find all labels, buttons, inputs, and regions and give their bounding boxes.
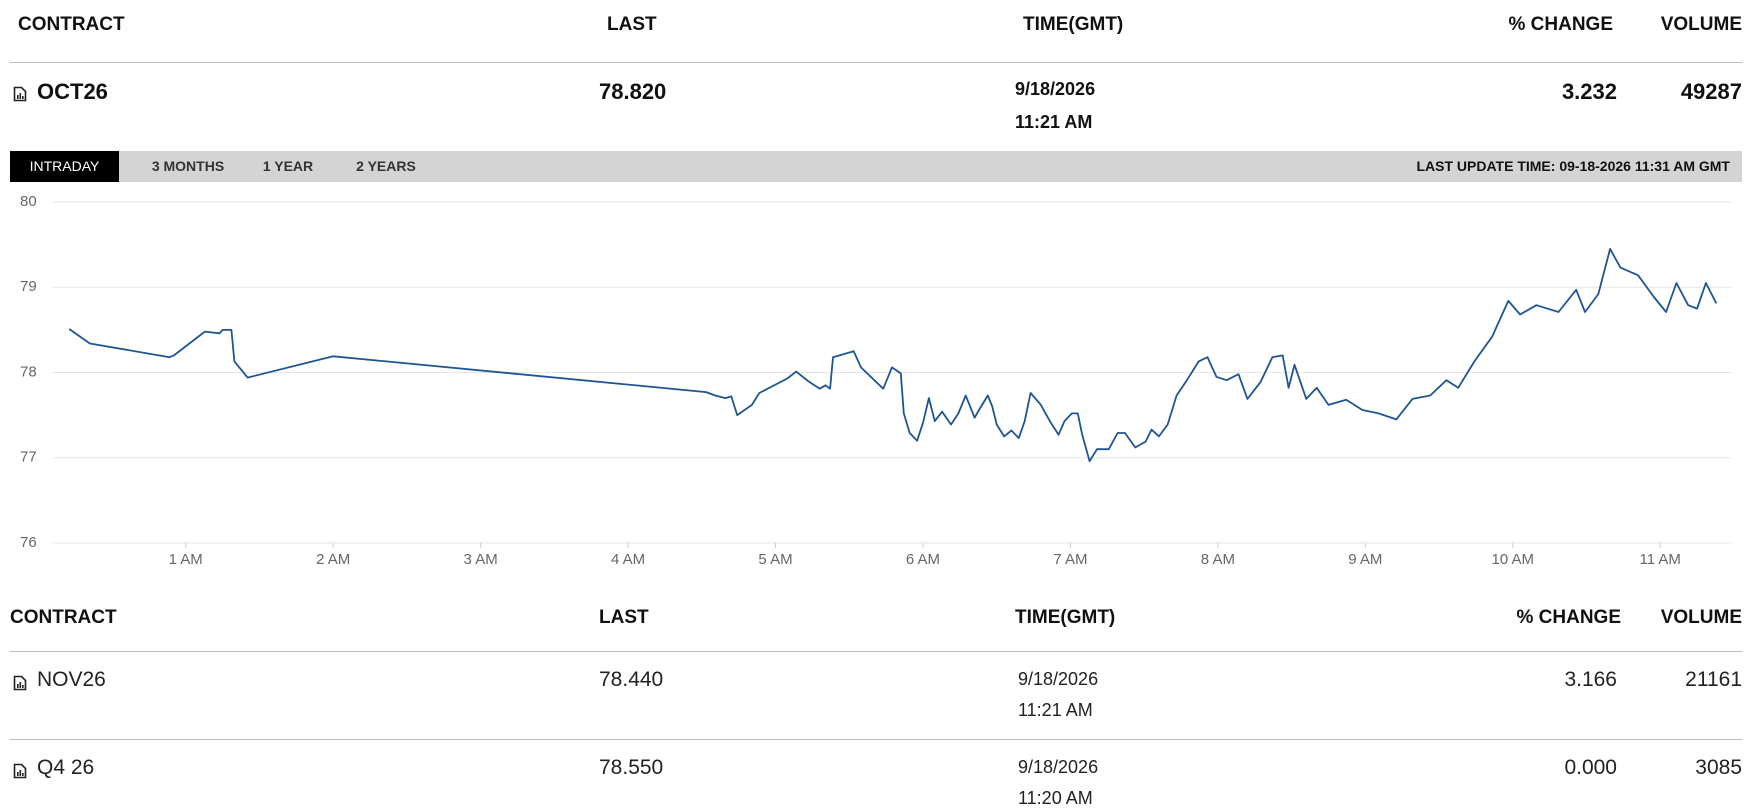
column-header: CONTRACT (10, 607, 117, 628)
column-header: VOLUME (1660, 607, 1742, 628)
x-tick-label: 7 AM (1053, 551, 1087, 568)
last: 78.820 (599, 79, 667, 104)
y-tick-label: 78 (20, 363, 37, 380)
change: 0.000 (1564, 756, 1617, 779)
contract[interactable]: Q4 26 (37, 756, 95, 779)
tab-bar: LAST UPDATE TIME: 09-18-2026 11:31 AM GM… (10, 151, 1742, 182)
volume: 21161 (1685, 668, 1742, 691)
date: 9/18/2026 (1015, 79, 1096, 99)
divider (10, 651, 1742, 652)
x-tick-label: 4 AM (611, 551, 645, 568)
volume: 3085 (1695, 756, 1742, 779)
last-update: LAST UPDATE TIME: 09-18-2026 11:31 AM GM… (1416, 158, 1730, 174)
chart-icon[interactable] (13, 86, 27, 102)
contract[interactable]: OCT26 (37, 79, 108, 104)
column-header: CONTRACT (18, 14, 125, 35)
column-header: % CHANGE (1508, 14, 1613, 35)
price-line (68, 248, 1718, 463)
tab[interactable]: INTRADAY (10, 151, 119, 182)
x-tick-label: 8 AM (1201, 551, 1235, 568)
column-header: % CHANGE (1516, 607, 1621, 628)
divider (10, 739, 1742, 740)
column-header: LAST (607, 14, 657, 35)
time: 11:21 AM (1015, 112, 1093, 132)
change: 3.232 (1561, 79, 1617, 104)
y-tick-label: 80 (20, 193, 37, 210)
chart-icon[interactable] (13, 763, 27, 779)
tab[interactable]: 2 YEARS (356, 158, 416, 174)
column-header: TIME(GMT) (1023, 14, 1124, 35)
time: 11:20 AM (1018, 788, 1093, 808)
contract[interactable]: NOV26 (37, 668, 106, 691)
x-tick-label: 5 AM (758, 551, 792, 568)
chart-icon[interactable] (13, 675, 27, 691)
x-tick-label: 6 AM (906, 551, 940, 568)
time: 11:21 AM (1018, 700, 1093, 720)
x-tick-label: 9 AM (1348, 551, 1382, 568)
y-tick-label: 76 (20, 534, 37, 551)
change: 3.166 (1564, 668, 1617, 691)
x-tick-label: 10 AM (1492, 551, 1535, 568)
date: 9/18/2026 (1018, 757, 1099, 777)
x-tick-label: 3 AM (464, 551, 498, 568)
last: 78.550 (599, 756, 664, 779)
chart: 76 77 78 79 80 1 AM 2 AM 3 AM 4 AM 5 AM 6 AM 7 AM 8 … (20, 193, 1731, 568)
date: 9/18/2026 (1018, 669, 1099, 689)
x-tick-label: 2 AM (316, 551, 350, 568)
tab[interactable]: 3 MONTHS (151, 158, 225, 174)
y-tick-label: 79 (20, 278, 37, 295)
last: 78.440 (599, 668, 664, 691)
y-tick-label: 77 (20, 449, 37, 466)
column-header: TIME(GMT) (1015, 607, 1116, 628)
column-header: LAST (599, 607, 649, 628)
divider (10, 62, 1742, 63)
column-header: VOLUME (1660, 14, 1742, 35)
tab[interactable]: 1 YEAR (262, 158, 314, 174)
x-tick-label: 11 AM (1640, 551, 1681, 568)
volume: 49287 (1680, 79, 1742, 104)
x-tick-label: 1 AM (169, 551, 203, 568)
